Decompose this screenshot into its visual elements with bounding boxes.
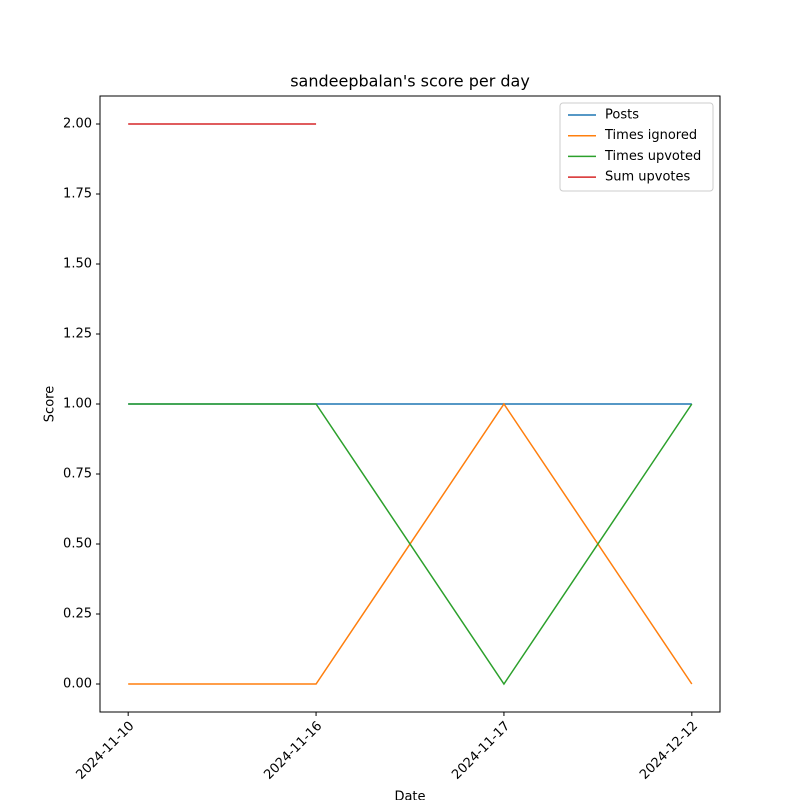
- y-axis-label: Score: [43, 386, 58, 422]
- line: [128, 403, 693, 686]
- legend-label: Times upvoted: [604, 149, 701, 164]
- x-tick-label: 2024-11-17: [449, 719, 513, 783]
- legend-label: Posts: [605, 108, 639, 123]
- y-tick-label: 1.25: [63, 327, 92, 342]
- legend-box: [559, 102, 714, 192]
- y-tick-label: 0.75: [63, 467, 92, 482]
- x-tick-label: 2024-12-12: [637, 719, 701, 783]
- y-tick-label: 1.75: [63, 187, 92, 202]
- x-axis-label: Date: [394, 790, 425, 800]
- chart-title: sandeepbalan's score per day: [290, 72, 530, 91]
- y-tick-label: 0.25: [63, 607, 92, 622]
- x-tick-label: 2024-11-10: [73, 719, 137, 783]
- y-tick-label: 0.00: [63, 677, 92, 692]
- legend-label: Times ignored: [604, 128, 697, 143]
- plot-frame: [99, 95, 721, 713]
- x-tick-label: 2024-11-16: [261, 719, 325, 783]
- y-tick-label: 2.00: [63, 117, 92, 132]
- y-tick-label: 1.00: [63, 397, 92, 412]
- legend-label: Sum upvotes: [605, 170, 691, 185]
- y-tick-label: 0.50: [63, 537, 92, 552]
- y-tick-label: 1.50: [63, 257, 92, 272]
